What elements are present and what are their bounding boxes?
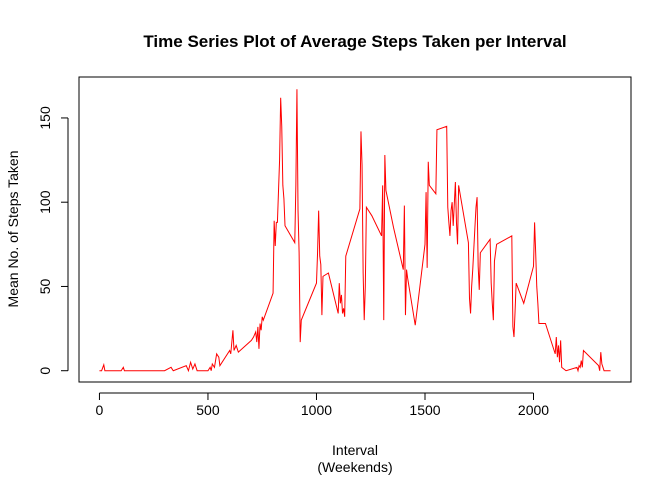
- x-axis-sublabel: (Weekends): [317, 459, 392, 475]
- y-tick-label: 50: [37, 278, 53, 294]
- data-line: [99, 89, 611, 373]
- y-axis-label: Mean No. of Steps Taken: [5, 151, 21, 308]
- y-tick-label: 150: [37, 106, 53, 130]
- x-tick-label: 0: [96, 402, 104, 418]
- chart-title: Time Series Plot of Average Steps Taken …: [143, 32, 566, 51]
- y-tick-label: 100: [37, 190, 53, 214]
- y-tick-label: 0: [37, 367, 53, 375]
- x-tick-label: 1000: [301, 402, 332, 418]
- x-tick-label: 2000: [518, 402, 549, 418]
- x-tick-label: 1500: [409, 402, 440, 418]
- plot-box: [78, 76, 632, 383]
- x-tick-label: 500: [196, 402, 220, 418]
- x-axis-label: Interval: [332, 442, 378, 458]
